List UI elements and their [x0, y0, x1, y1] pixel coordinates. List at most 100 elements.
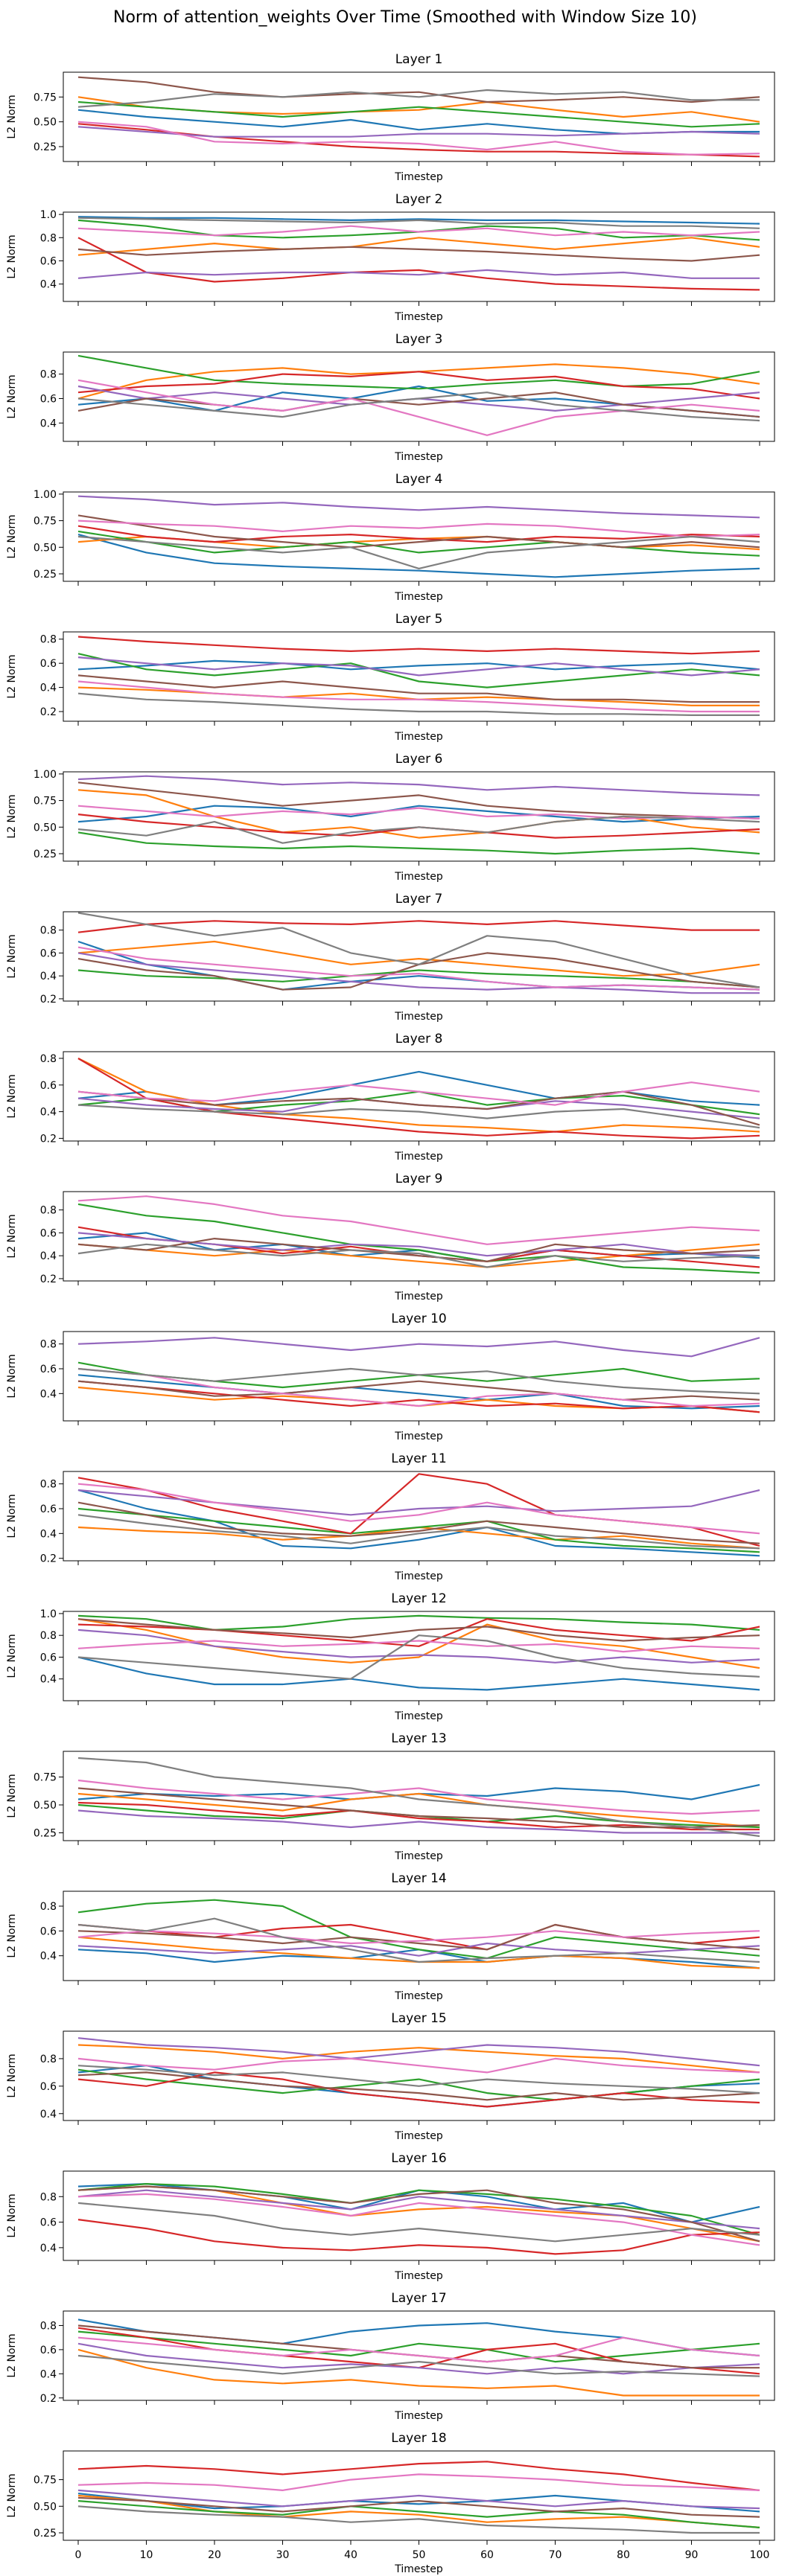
y-tick-label: 0.4 — [40, 2243, 57, 2254]
y-tick-label: 0.4 — [40, 2368, 57, 2380]
series-line-6 — [77, 1380, 760, 1401]
subplot-layer-1: Layer 1 0.25 0.50 0.75 Timestep L2 Norm — [6, 52, 775, 183]
series-line-4 — [77, 1380, 760, 1413]
subplot-title: Layer 4 — [395, 472, 443, 487]
x-tick-label: 80 — [617, 2549, 630, 2561]
series-line-5 — [77, 2342, 760, 2375]
y-tick-label: 0.25 — [34, 1828, 57, 1840]
y-tick-label: 0.4 — [40, 1674, 57, 1686]
series-line-2 — [77, 940, 760, 977]
series-line-7 — [77, 946, 760, 991]
series-line-7 — [77, 2193, 760, 2246]
series-line-3 — [77, 831, 760, 855]
y-axis-label: L2 Norm — [6, 514, 18, 558]
x-tick-label: 20 — [208, 2549, 221, 2561]
subplot-title: Layer 11 — [391, 1451, 446, 1466]
x-axis-label: Timestep — [394, 2563, 443, 2575]
series-line-2 — [77, 2494, 760, 2528]
y-tick-label: 0.4 — [40, 418, 57, 429]
x-axis-label: Timestep — [394, 871, 443, 883]
y-axis-label: L2 Norm — [6, 2054, 18, 2097]
y-axis-label: L2 Norm — [6, 234, 18, 278]
subplot-title: Layer 15 — [391, 2011, 446, 2026]
series-line-5 — [77, 1942, 760, 1957]
x-axis-label: Timestep — [394, 1151, 443, 1163]
y-tick-label: 0.25 — [34, 141, 57, 153]
series-line-2 — [77, 363, 760, 400]
series-line-5 — [77, 952, 760, 994]
series-line-1 — [77, 109, 760, 135]
y-tick-label: 0.6 — [40, 2345, 57, 2356]
series-line-5 — [77, 2189, 760, 2230]
series-line-6 — [77, 2071, 760, 2101]
y-tick-label: 0.50 — [34, 117, 57, 129]
subplot-title: Layer 10 — [391, 1311, 446, 1326]
y-axis-label: L2 Norm — [6, 1354, 18, 1398]
x-axis-label: Timestep — [394, 1990, 443, 2002]
y-tick-label: 0.4 — [40, 1528, 57, 1540]
subplot-layer-5: Layer 5 0.2 0.4 0.6 0.8 Timestep L2 Norm — [6, 612, 775, 743]
y-tick-label: 0.6 — [40, 1925, 57, 1937]
y-tick-label: 0.4 — [40, 1250, 57, 1262]
series-line-7 — [77, 1483, 760, 1535]
y-tick-label: 0.4 — [40, 279, 57, 291]
plot-frame — [63, 1191, 775, 1282]
series-line-1 — [77, 216, 760, 225]
y-tick-label: 0.2 — [40, 1133, 57, 1145]
x-tick-label: 50 — [413, 2549, 426, 2561]
series-line-7 — [77, 379, 760, 436]
series-line-1 — [77, 1656, 760, 1691]
y-tick-label: 0.4 — [40, 1951, 57, 1963]
subplot-layer-17: Layer 17 0.2 0.4 0.6 0.8 Timestep L2 Norm — [6, 2291, 775, 2422]
y-axis-label: L2 Norm — [6, 95, 18, 138]
series-line-4 — [77, 371, 760, 400]
series-line-2 — [77, 237, 760, 256]
series-line-6 — [77, 1501, 760, 1544]
series-line-5 — [77, 126, 760, 138]
series-line-7 — [77, 520, 760, 538]
y-tick-label: 0.50 — [34, 822, 57, 834]
series-line-8 — [77, 1514, 760, 1550]
y-tick-label: 0.50 — [34, 2501, 57, 2513]
y-tick-label: 0.25 — [34, 569, 57, 581]
subplot-layer-13: Layer 13 0.25 0.50 0.75 Timestep L2 Norm — [6, 1731, 775, 1862]
y-tick-label: 0.50 — [34, 542, 57, 554]
y-tick-label: 0.4 — [40, 2109, 57, 2120]
y-tick-label: 0.8 — [40, 369, 57, 381]
x-axis-label: Timestep — [394, 1850, 443, 1862]
series-line-2 — [77, 1792, 760, 1829]
series-line-5 — [77, 2037, 760, 2067]
series-line-7 — [77, 1081, 760, 1106]
subplot-title: Layer 17 — [391, 2291, 446, 2306]
series-line-2 — [77, 2044, 760, 2074]
series-line-3 — [77, 2330, 760, 2363]
series-line-8 — [77, 1634, 760, 1680]
y-tick-label: 0.50 — [34, 1800, 57, 1812]
y-tick-label: 0.8 — [40, 1479, 57, 1491]
subplot-layer-11: Layer 11 0.2 0.4 0.6 0.8 Timestep L2 Norm — [6, 1451, 775, 1582]
y-tick-label: 0.2 — [40, 1553, 57, 1565]
y-tick-label: 0.6 — [40, 393, 57, 405]
series-line-1 — [77, 2318, 760, 2357]
series-line-6 — [77, 1618, 760, 1642]
series-line-8 — [77, 89, 760, 108]
series-line-6 — [77, 782, 760, 819]
series-line-6 — [77, 246, 760, 262]
x-axis-label: Timestep — [394, 1291, 443, 1303]
y-tick-label: 0.8 — [40, 1205, 57, 1217]
series-line-6 — [77, 1787, 760, 1829]
subplot-title: Layer 13 — [391, 1731, 446, 1746]
series-line-3 — [77, 354, 760, 390]
series-line-2 — [77, 1243, 760, 1268]
subplot-layer-8: Layer 8 0.2 0.4 0.6 0.8 Timestep L2 Norm — [6, 1032, 775, 1163]
subplot-layer-15: Layer 15 0.4 0.6 0.8 Timestep L2 Norm — [6, 2011, 775, 2142]
plot-frame — [63, 631, 775, 722]
y-tick-label: 0.75 — [34, 1772, 57, 1784]
series-line-3 — [77, 2183, 760, 2236]
series-line-7 — [77, 225, 760, 237]
series-line-8 — [77, 815, 760, 844]
series-line-6 — [77, 514, 760, 549]
y-tick-label: 0.25 — [34, 2528, 57, 2540]
subplot-title: Layer 8 — [395, 1032, 443, 1046]
series-line-4 — [77, 920, 760, 933]
